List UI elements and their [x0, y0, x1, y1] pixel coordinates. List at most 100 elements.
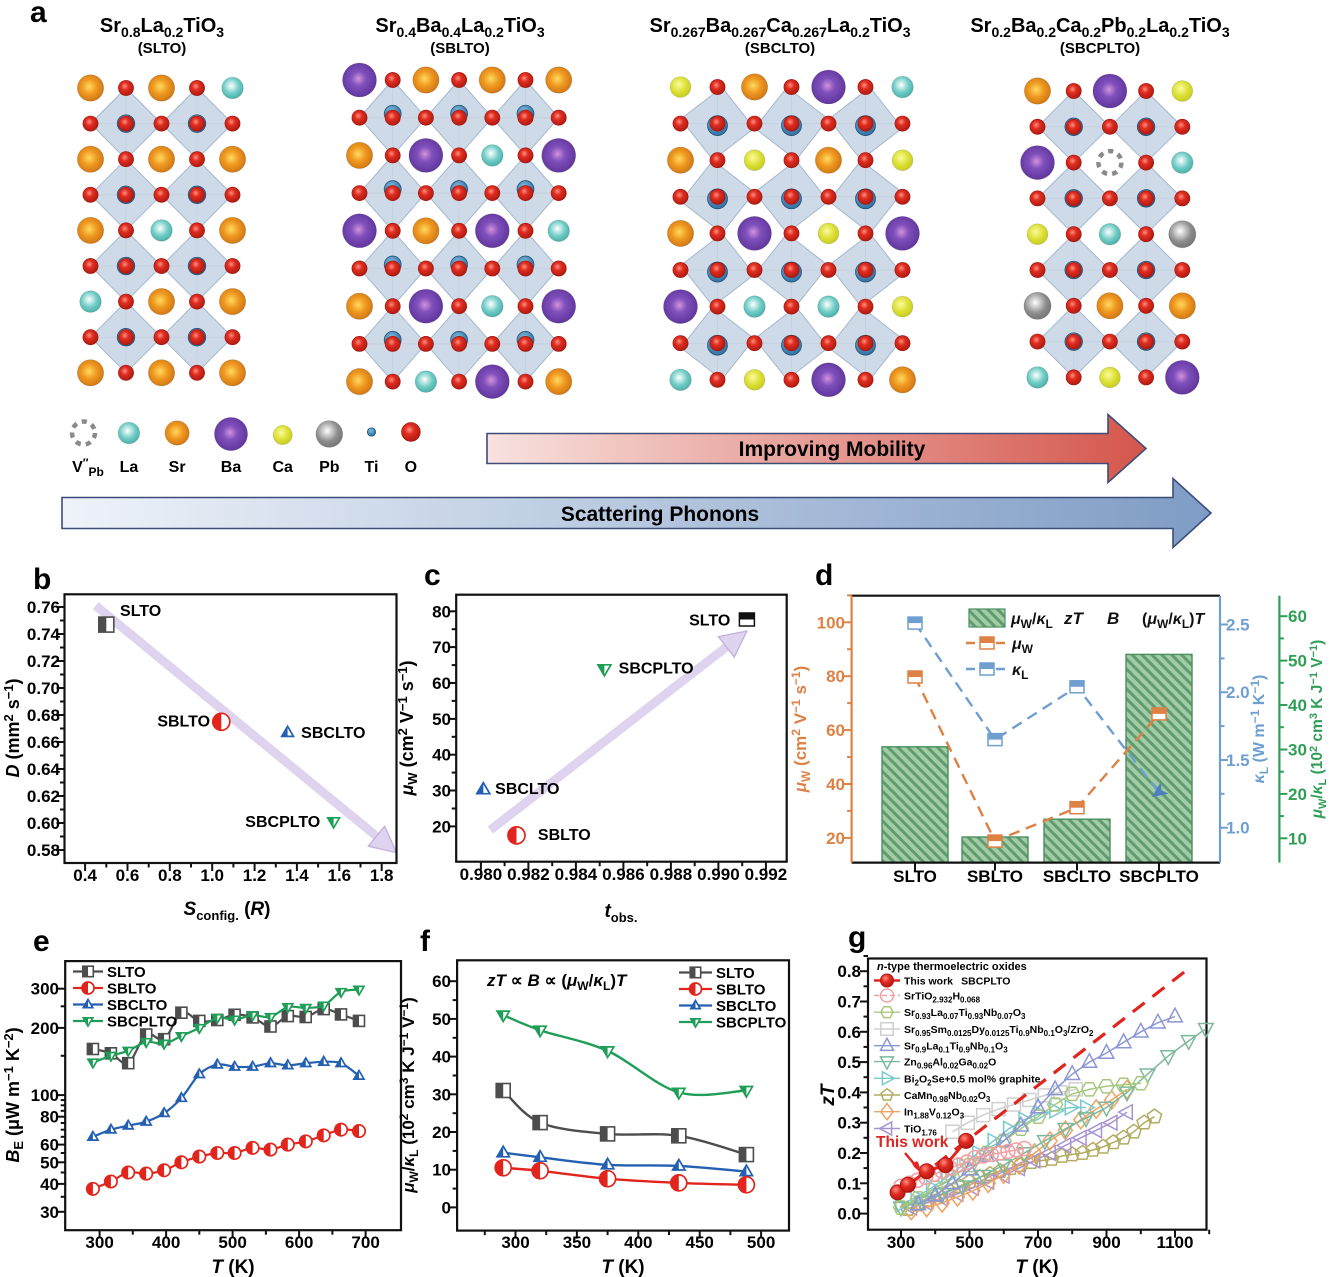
svg-text:O: O	[405, 459, 417, 476]
svg-text:80: 80	[432, 602, 451, 621]
svg-text:60: 60	[826, 721, 845, 740]
svg-text:SBCLTO: SBCLTO	[716, 998, 777, 1015]
svg-text:Scattering Phonons: Scattering Phonons	[561, 503, 759, 526]
svg-text:SBCPLTO: SBCPLTO	[716, 1015, 787, 1032]
svg-text:1.8: 1.8	[370, 866, 394, 885]
svg-text:f: f	[420, 925, 431, 958]
svg-text:Pb: Pb	[319, 459, 340, 476]
svg-text:50: 50	[40, 1153, 59, 1172]
svg-text:SBLTO: SBLTO	[716, 982, 766, 999]
svg-text:900: 900	[1092, 1233, 1120, 1252]
svg-text:80: 80	[826, 667, 845, 686]
svg-text:μW​/κL​ (102​ cm3​ K J−1​ V−1​: μW​/κL​ (102​ cm3​ K J−1​ V−1​)	[1308, 640, 1329, 820]
svg-text:c: c	[424, 559, 441, 592]
svg-text:0.8: 0.8	[158, 866, 182, 885]
svg-text:B: B	[1107, 609, 1119, 628]
svg-text:0.986: 0.986	[602, 865, 645, 884]
svg-text:0.66: 0.66	[27, 733, 60, 752]
svg-text:0.5: 0.5	[837, 1053, 861, 1072]
svg-text:0.992: 0.992	[745, 865, 788, 884]
svg-text:30: 30	[40, 1203, 59, 1222]
svg-text:Sr0.93​La0.07​Ti0.93​Nb0.07​O3: Sr0.93​La0.07​Ti0.93​Nb0.07​O3​	[904, 1007, 1026, 1021]
svg-text:μW​ (cm2​ V−1​ s−1​): μW​ (cm2​ V−1​ s−1​)	[395, 660, 420, 796]
svg-text:400: 400	[624, 1233, 652, 1252]
svg-text:SLTO: SLTO	[689, 613, 730, 630]
svg-text:Improving Mobility: Improving Mobility	[739, 438, 926, 461]
svg-text:SBLTO: SBLTO	[538, 827, 591, 844]
svg-text:μW​/κL​ (102​ cm3​ K J−1​ V−1​: μW​/κL​ (102​ cm3​ K J−1​ V−1​)	[397, 997, 421, 1194]
svg-text:300: 300	[887, 1233, 915, 1252]
svg-text:40: 40	[432, 1048, 451, 1067]
svg-text:1.0: 1.0	[1226, 819, 1250, 838]
svg-text:0.60: 0.60	[27, 814, 60, 833]
svg-text:SBLTO: SBLTO	[967, 867, 1023, 886]
svg-text:SBCLTO: SBCLTO	[1043, 867, 1111, 886]
svg-text:30: 30	[432, 782, 451, 801]
svg-text:0.988: 0.988	[650, 865, 693, 884]
svg-text:60: 60	[432, 972, 451, 991]
svg-text:SBLTO: SBLTO	[157, 713, 210, 730]
svg-text:g: g	[848, 921, 866, 954]
svg-text:κL​ (W m−1​ K−1​): κL​ (W m−1​ K−1​)	[1248, 675, 1271, 784]
svg-text:20: 20	[432, 1123, 451, 1142]
svg-text:0.7: 0.7	[837, 993, 861, 1012]
svg-text:450: 450	[686, 1233, 714, 1252]
svg-text:200: 200	[31, 1019, 59, 1038]
svg-text:T (K): T (K)	[1015, 1257, 1058, 1277]
svg-text:700: 700	[1024, 1233, 1052, 1252]
svg-text:zT ∝ B ∝ (μW​/κL​)T: zT ∝ B ∝ (μW​/κL​)T	[486, 971, 628, 993]
svg-text:CaMn0.98​Nb0.02​O3​: CaMn0.98​Nb0.02​O3​	[904, 1090, 991, 1104]
svg-text:SBCLTO: SBCLTO	[495, 781, 559, 798]
svg-text:0.6: 0.6	[837, 1023, 861, 1042]
svg-text:SBCLTO: SBCLTO	[301, 725, 365, 742]
svg-text:zT: zT	[818, 1083, 839, 1107]
svg-text:0.72: 0.72	[27, 652, 60, 671]
svg-text:D (mm2​ s−1​): D (mm2​ s−1​)	[1, 678, 23, 777]
svg-text:700: 700	[351, 1233, 379, 1252]
svg-text:SBCPLTO: SBCPLTO	[1119, 867, 1199, 886]
svg-text:2.0: 2.0	[1226, 683, 1250, 702]
svg-text:60: 60	[40, 1136, 59, 1155]
svg-text:20: 20	[1288, 785, 1307, 804]
svg-text:0.70: 0.70	[27, 679, 60, 698]
svg-text:T (K): T (K)	[211, 1257, 254, 1277]
svg-text:μW​: μW​	[1011, 636, 1034, 656]
svg-text:300: 300	[31, 980, 59, 999]
svg-text:400: 400	[152, 1233, 180, 1252]
svg-text:0.1: 0.1	[837, 1174, 861, 1193]
svg-text:0.8: 0.8	[837, 962, 861, 981]
svg-text:SLTO: SLTO	[716, 965, 755, 982]
svg-text:Sr: Sr	[169, 459, 186, 476]
svg-text:1.2: 1.2	[243, 866, 267, 885]
svg-text:30: 30	[432, 1085, 451, 1104]
svg-text:60: 60	[1288, 607, 1307, 626]
svg-text:Ti: Ti	[365, 459, 379, 476]
svg-text:0.980: 0.980	[460, 865, 503, 884]
svg-text:10: 10	[1288, 829, 1307, 848]
svg-text:0.3: 0.3	[837, 1114, 861, 1133]
svg-text:40: 40	[40, 1175, 59, 1194]
svg-text:SLTO: SLTO	[107, 964, 146, 981]
svg-text:0: 0	[442, 1198, 451, 1217]
svg-text:600: 600	[285, 1233, 313, 1252]
svg-text:1.6: 1.6	[327, 866, 351, 885]
svg-text:Sr0.9​La0.1​Ti0.9​Nb0.1​O3​: Sr0.9​La0.1​Ti0.9​Nb0.1​O3​	[904, 1041, 1008, 1055]
svg-text:Ca: Ca	[272, 459, 293, 476]
svg-text:50: 50	[432, 1010, 451, 1029]
svg-text:SBCPLTO: SBCPLTO	[619, 661, 694, 678]
svg-text:SLTO: SLTO	[893, 867, 937, 886]
svg-text:40: 40	[432, 746, 451, 765]
svg-text:30: 30	[1288, 740, 1307, 759]
svg-text:0.982: 0.982	[507, 865, 550, 884]
svg-text:70: 70	[432, 638, 451, 657]
svg-text:(SLTO): (SLTO)	[138, 40, 187, 57]
svg-text:b: b	[33, 563, 51, 596]
svg-text:20: 20	[826, 829, 845, 848]
svg-text:0.984: 0.984	[555, 865, 598, 884]
svg-text:(SBCLTO): (SBCLTO)	[745, 40, 815, 57]
svg-text:d: d	[815, 559, 833, 592]
svg-text:0.2: 0.2	[837, 1144, 861, 1163]
svg-text:80: 80	[40, 1108, 59, 1127]
svg-text:0.64: 0.64	[27, 760, 61, 779]
svg-text:0.0: 0.0	[837, 1205, 861, 1224]
